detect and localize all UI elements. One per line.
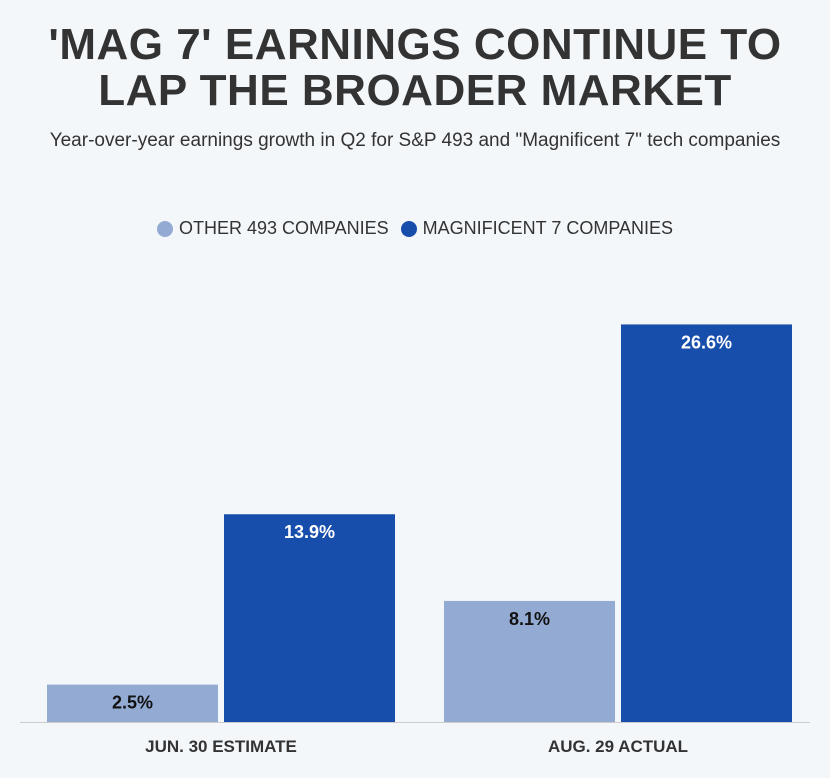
legend-swatch-other-493 <box>156 220 173 237</box>
legend-label-other-493: OTHER 493 COMPANIES <box>178 218 389 238</box>
chart-title-line-2: LAP THE BROADER MARKET <box>98 66 732 115</box>
data-label-other-493-0: 2.5% <box>112 693 153 713</box>
data-label-other-493-1: 8.1% <box>509 609 550 629</box>
bar-magnificent-7-1 <box>621 324 792 722</box>
legend-swatch-magnificent-7 <box>400 220 417 237</box>
data-label-magnificent-7-1: 26.6% <box>681 332 732 352</box>
chart-title: 'MAG 7' EARNINGS CONTINUE TO LAP THE BRO… <box>0 22 830 114</box>
legend-item-other-493: OTHER 493 COMPANIES <box>156 218 389 239</box>
x-tick-label-0: JUN. 30 ESTIMATE <box>145 737 297 756</box>
data-label-magnificent-7-0: 13.9% <box>284 522 335 542</box>
bar-other-493-1 <box>444 600 615 722</box>
legend-label-magnificent-7: MAGNIFICENT 7 COMPANIES <box>422 218 674 238</box>
chart-subtitle: Year-over-year earnings growth in Q2 for… <box>49 130 781 151</box>
bar-other-493-0 <box>47 684 218 722</box>
bar-magnificent-7-0 <box>224 514 395 722</box>
chart-legend: OTHER 493 COMPANIES MAGNIFICENT 7 COMPAN… <box>0 218 830 239</box>
legend-item-magnificent-7: MAGNIFICENT 7 COMPANIES <box>400 218 674 239</box>
x-tick-label-1: AUG. 29 ACTUAL <box>548 737 688 756</box>
chart-title-line-1: 'MAG 7' EARNINGS CONTINUE TO <box>48 20 782 69</box>
